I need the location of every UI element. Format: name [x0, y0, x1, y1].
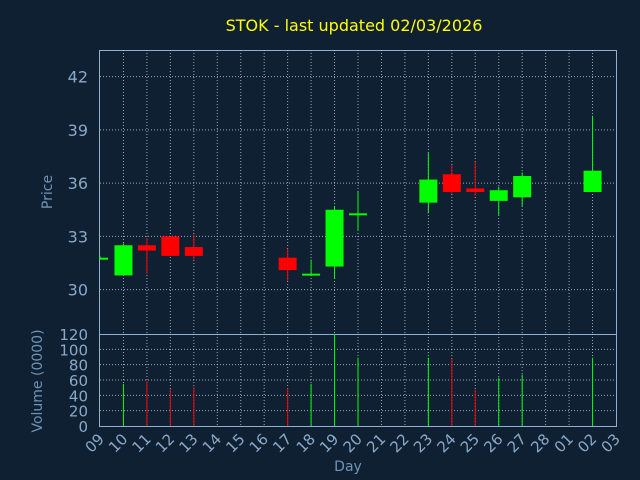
candlestick	[278, 248, 297, 281]
candlestick	[137, 238, 156, 274]
x-tick-label: 10	[105, 430, 131, 456]
x-axis: 0910111213141516171819202122232425262728…	[82, 430, 624, 456]
x-tick-label: 02	[574, 430, 600, 456]
volume-tick-label: 80	[69, 357, 88, 375]
candlestick	[583, 115, 602, 192]
candle-body	[513, 176, 532, 198]
candlestick	[325, 206, 344, 279]
candlestick	[161, 236, 180, 256]
x-tick-label: 13	[175, 430, 201, 456]
candlestick	[513, 172, 532, 207]
volume-bar-series	[122, 334, 594, 426]
price-panel: 30 33 36 39 42 Price	[40, 50, 617, 335]
price-axis-label: Price	[40, 175, 56, 209]
x-tick-label: 20	[340, 430, 366, 456]
candle-body	[114, 245, 133, 276]
candle-body	[302, 273, 321, 276]
candlestick	[489, 186, 508, 216]
candle-body	[137, 245, 156, 251]
x-tick-label: 18	[293, 430, 319, 456]
x-tick-label: 25	[457, 430, 483, 456]
candlestick	[184, 234, 203, 260]
price-tick-label: 33	[68, 227, 88, 246]
price-tick-label: 36	[68, 174, 88, 193]
volume-tick-label: 60	[69, 372, 88, 390]
price-y-axis: 30 33 36 39 42	[68, 68, 88, 300]
price-tick-label: 42	[68, 68, 88, 87]
x-tick-label: 19	[316, 430, 342, 456]
x-tick-label: 26	[480, 430, 506, 456]
x-tick-label: 24	[433, 430, 459, 456]
candle-body	[278, 257, 297, 271]
volume-tick-label: 40	[69, 387, 88, 405]
candle-body	[489, 190, 508, 201]
candle-body	[419, 179, 438, 203]
candlestick	[349, 192, 367, 232]
volume-tick-label: 20	[69, 403, 88, 421]
candle-body	[442, 174, 461, 192]
volume-tick-label: 100	[59, 341, 88, 359]
x-tick-label: 11	[129, 430, 155, 456]
x-tick-label: 01	[551, 430, 577, 456]
x-tick-label: 16	[246, 430, 272, 456]
candlestick	[466, 161, 485, 196]
candle-body	[161, 236, 180, 256]
volume-axis-label: Volume (0000)	[30, 329, 46, 432]
x-tick-label: 27	[504, 430, 530, 456]
price-tick-label: 39	[68, 121, 88, 140]
candle-body	[583, 170, 602, 192]
x-tick-label: 15	[222, 430, 248, 456]
candlestick	[442, 165, 461, 194]
candlestick	[302, 259, 321, 276]
price-tick-label: 30	[68, 281, 88, 300]
x-tick-label: 03	[598, 430, 624, 456]
candle-body	[466, 188, 485, 192]
x-tick-label: 23	[410, 430, 436, 456]
chart-title: STOK - last updated 02/03/2026	[226, 16, 483, 35]
x-tick-label: 21	[363, 430, 389, 456]
volume-tick-label: 0	[78, 418, 88, 436]
candle-body	[349, 213, 367, 216]
x-axis-label: Day	[334, 459, 362, 475]
candle-body	[184, 247, 203, 256]
x-tick-label: 28	[527, 430, 553, 456]
x-tick-label: 12	[152, 430, 178, 456]
candlestick	[419, 152, 438, 214]
volume-tick-label: 120	[59, 326, 88, 344]
candle-body	[325, 209, 344, 267]
x-tick-label: 22	[387, 430, 413, 456]
candlestick	[114, 243, 133, 276]
candlestick	[99, 255, 108, 260]
x-tick-label: 17	[269, 430, 295, 456]
candlestick-series	[99, 115, 602, 281]
x-tick-label: 14	[199, 430, 225, 456]
candle-body	[100, 257, 108, 260]
